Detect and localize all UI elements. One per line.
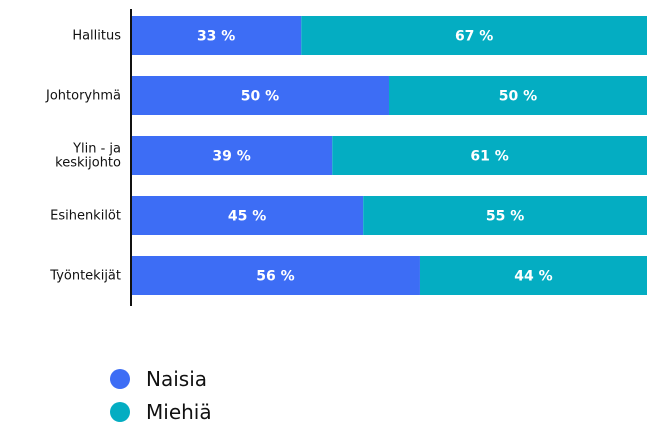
data-label-naisia-ylin-ja-keskijohto: 39 % [212,149,250,165]
bar-miehia-johtoryhma [389,76,647,115]
data-label-naisia-esihenkilot: 45 % [228,209,266,225]
category-label-ylin-ja-keskijohto: Ylin - ja keskijohto [55,142,121,171]
data-label-miehia-ylin-ja-keskijohto: 61 % [470,149,508,165]
legend-swatch-miehia [110,401,130,422]
bar-naisia-hallitus [131,16,302,55]
legend-swatch-naisia [110,368,130,389]
data-label-miehia-johtoryhma: 50 % [499,89,537,105]
category-label-esihenkilot: Esihenkilöt [50,209,121,224]
bar-miehia-hallitus [301,16,647,55]
legend: Naisia Miehiä [110,362,212,428]
bar-naisia-tyontekijat [131,256,420,295]
data-label-miehia-hallitus: 67 % [455,29,493,45]
legend-label-naisia: Naisia [146,366,208,391]
category-label-tyontekijat: Työntekijät [49,269,121,284]
legend-item-naisia: Naisia [110,362,212,395]
data-label-naisia-hallitus: 33 % [197,29,235,45]
data-label-miehia-tyontekijat: 44 % [514,269,552,285]
bar-naisia-ylin-ja-keskijohto [131,136,333,175]
bar-naisia-esihenkilot [131,196,364,235]
bar-miehia-esihenkilot [363,196,647,235]
legend-item-miehia: Miehiä [110,395,212,428]
category-labels: Hallitus Johtoryhmä Ylin - ja keskijohto Esi… [45,29,121,284]
bar-miehia-tyontekijat [419,256,647,295]
category-label-johtoryhma: Johtoryhmä [45,89,121,104]
bar-naisia-johtoryhma [131,76,389,115]
stacked-bar-chart: Hallitus Johtoryhmä Ylin - ja keskijohto Esi… [45,9,647,306]
bar-miehia-ylin-ja-keskijohto [332,136,647,175]
bars: 33 % 67 % 50 % 50 % 39 % 61 % 45 % 55 % 56 % 44 % [131,16,647,295]
data-label-naisia-tyontekijat: 56 % [256,269,294,285]
data-label-miehia-esihenkilot: 55 % [486,209,524,225]
data-label-naisia-johtoryhma: 50 % [241,89,279,105]
category-label-hallitus: Hallitus [72,29,121,44]
legend-label-miehia: Miehiä [146,399,212,424]
